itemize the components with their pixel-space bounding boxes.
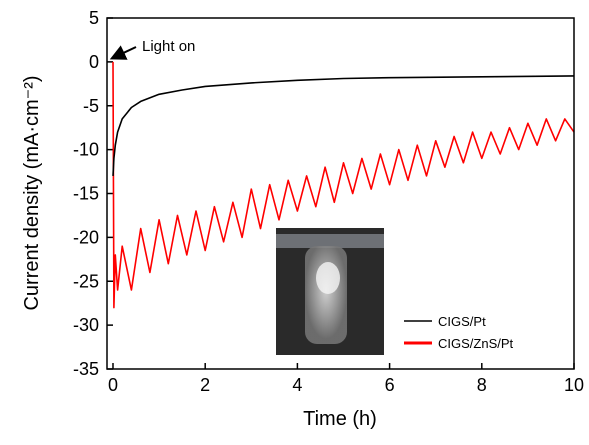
legend-label: CIGS/ZnS/Pt	[438, 336, 514, 351]
y-tick-label: 5	[89, 8, 99, 28]
y-axis-label: Current density (mA·cm⁻²)	[21, 75, 43, 310]
series-line	[112, 75, 575, 176]
y-tick-label: -25	[73, 271, 99, 291]
y-tick-label: 0	[89, 52, 99, 72]
y-tick-label: -5	[83, 96, 99, 116]
y-tick-label: -15	[73, 184, 99, 204]
legend-label: CIGS/Pt	[438, 314, 486, 329]
x-tick-label: 10	[564, 375, 584, 395]
y-tick-label: -35	[73, 359, 99, 379]
x-tick-label: 6	[385, 375, 395, 395]
x-tick-label: 4	[292, 375, 302, 395]
x-axis-label: Time (h)	[303, 408, 377, 430]
plot-frame	[106, 17, 575, 370]
annotation-arrow	[109, 45, 137, 60]
y-tick-label: -10	[73, 140, 99, 160]
annotation: Light on	[142, 38, 195, 55]
inset-photo	[276, 228, 384, 355]
y-tick-label: -30	[73, 315, 99, 335]
x-tick-label: 0	[108, 375, 118, 395]
x-tick-label: 2	[200, 375, 210, 395]
series-line	[112, 61, 575, 309]
x-tick-label: 8	[477, 375, 487, 395]
y-tick-label: -20	[73, 227, 99, 247]
